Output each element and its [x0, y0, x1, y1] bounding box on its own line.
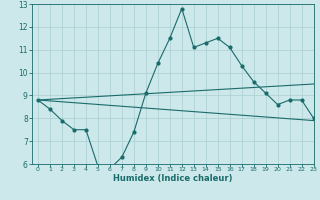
X-axis label: Humidex (Indice chaleur): Humidex (Indice chaleur): [113, 174, 233, 183]
